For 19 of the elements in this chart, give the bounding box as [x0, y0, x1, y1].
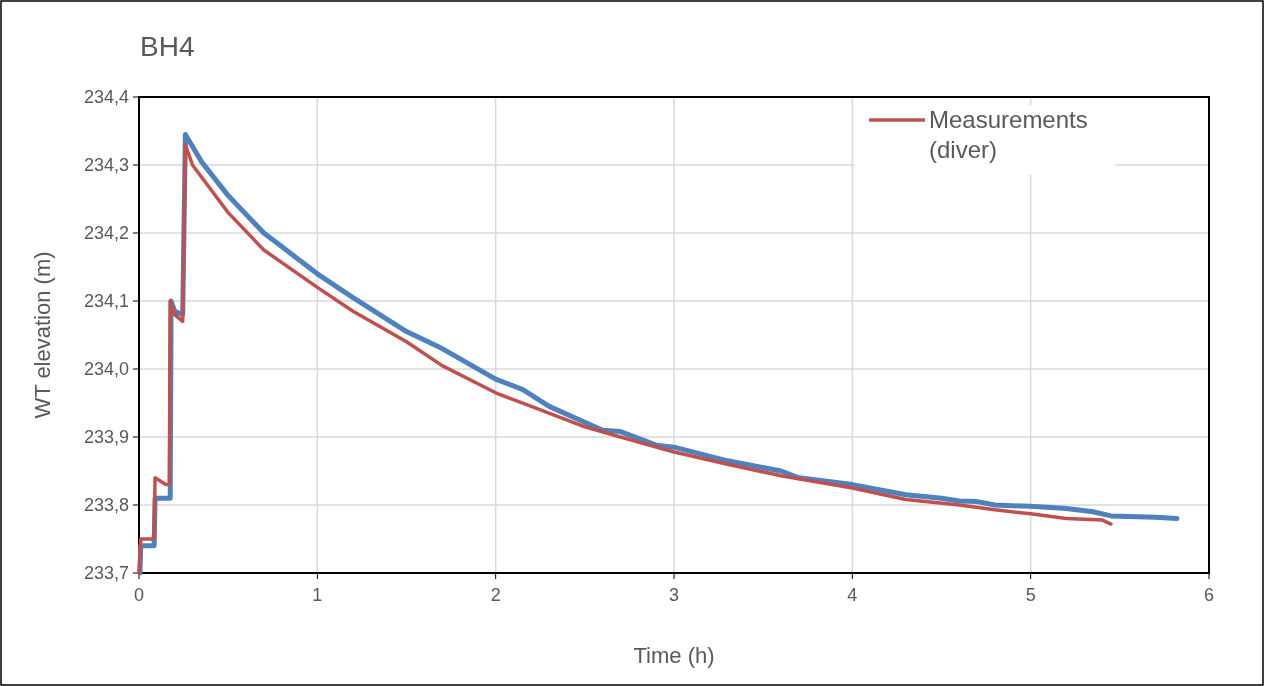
x-tick-label: 4 — [847, 585, 858, 605]
y-tick-label: 234,2 — [83, 223, 129, 243]
x-tick-label: 6 — [1203, 585, 1215, 605]
y-axis-title: WT elevation (m) — [30, 251, 55, 419]
y-tick-label: 233,7 — [83, 563, 129, 583]
x-tick-label: 1 — [312, 585, 323, 605]
chart-title: BH4 — [140, 31, 195, 62]
y-tick-label: 233,9 — [83, 427, 129, 447]
y-tick-label: 234,4 — [83, 87, 129, 107]
x-tick-label: 0 — [133, 585, 145, 605]
y-tick-label: 233,8 — [83, 495, 129, 515]
legend-label: Measurements (diver) — [929, 106, 1088, 163]
y-tick-label: 234,3 — [83, 155, 129, 175]
y-tick-label: 234,0 — [83, 359, 129, 379]
x-tick-label: 5 — [1025, 585, 1036, 605]
x-tick-label: 2 — [490, 585, 501, 605]
y-tick-label: 234,1 — [83, 291, 129, 311]
x-tick-label: 3 — [668, 585, 680, 605]
x-axis-title: Time (h) — [633, 643, 715, 668]
